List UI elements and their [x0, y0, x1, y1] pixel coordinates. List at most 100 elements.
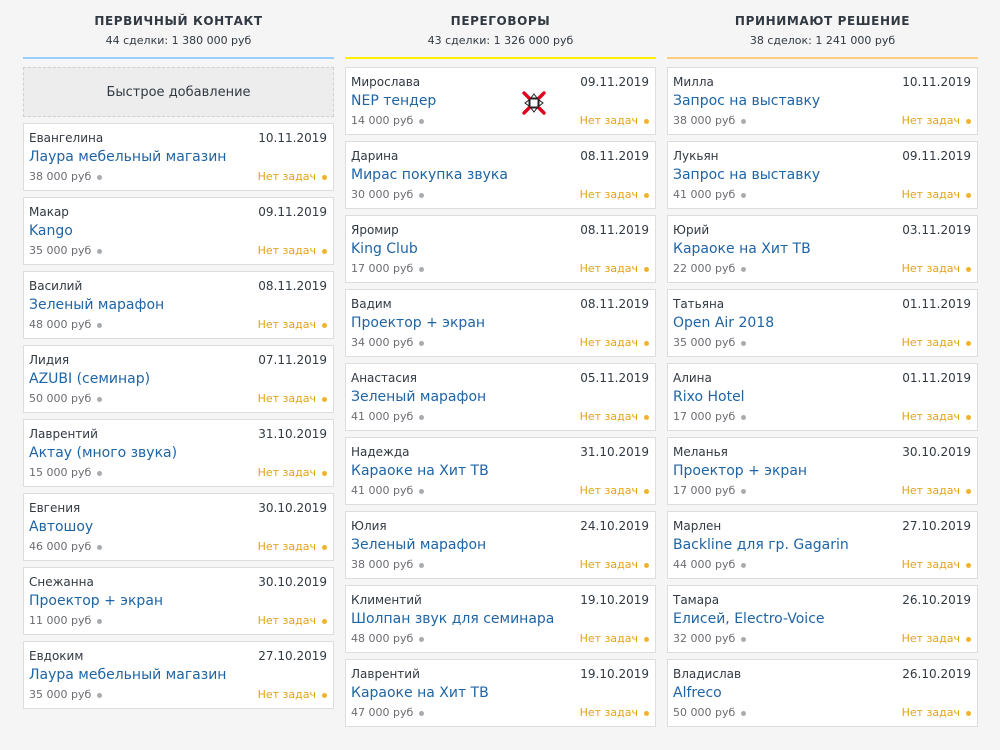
- deal-card[interactable]: Яромир 08.11.2019 King Club 17 000 руб Н…: [345, 215, 656, 283]
- deal-link[interactable]: Лаура мебельный магазин: [29, 149, 227, 165]
- deal-card[interactable]: Евдоким 27.10.2019 Лаура мебельный магаз…: [23, 641, 334, 709]
- deal-link[interactable]: Актау (много звука): [29, 445, 178, 461]
- tasks-status[interactable]: Нет задач: [258, 391, 327, 407]
- deal-card[interactable]: Евангелина 10.11.2019 Лаура мебельный ма…: [23, 123, 334, 191]
- tasks-dot-icon: [322, 470, 327, 476]
- deal-card[interactable]: Лаврентий 19.10.2019 Караоке на Хит ТВ 4…: [345, 659, 656, 727]
- deal-card[interactable]: Тамара 26.10.2019 Елисей, Electro-Voice …: [667, 585, 978, 653]
- deal-link[interactable]: Лаура мебельный магазин: [29, 667, 227, 683]
- deal-price: 38 000 руб: [29, 169, 103, 185]
- tasks-status[interactable]: Нет задач: [258, 243, 327, 259]
- tasks-status-label: Нет задач: [579, 114, 638, 127]
- tasks-status[interactable]: Нет задач: [902, 409, 971, 425]
- column-title: Принимают решение: [734, 14, 911, 28]
- deal-card[interactable]: Мирослава 09.11.2019 NEP тендер 14 000 р…: [345, 67, 656, 135]
- deal-link[interactable]: Елисей, Electro-Voice: [673, 611, 825, 627]
- deal-card[interactable]: Лаврентий 31.10.2019 Актау (много звука)…: [23, 419, 334, 487]
- column-title: Переговоры: [450, 14, 551, 28]
- deal-link[interactable]: Караоке на Хит ТВ: [673, 241, 811, 257]
- tasks-status[interactable]: Нет задач: [580, 261, 649, 277]
- deal-card[interactable]: Лукьян 09.11.2019 Запрос на выставку 41 …: [667, 141, 978, 209]
- quick-add-button[interactable]: Быстрое добавление: [23, 67, 334, 117]
- deal-link[interactable]: Зеленый марафон: [351, 389, 487, 405]
- deal-link[interactable]: Запрос на выставку: [673, 167, 821, 183]
- deal-link[interactable]: Мирас покупка звука: [351, 167, 508, 183]
- deal-link[interactable]: Караоке на Хит ТВ: [351, 463, 489, 479]
- tasks-status[interactable]: Нет задач: [902, 631, 971, 647]
- tasks-status[interactable]: Нет задач: [258, 169, 327, 185]
- deal-link[interactable]: Караоке на Хит ТВ: [351, 685, 489, 701]
- deal-card[interactable]: Юлия 24.10.2019 Зеленый марафон 38 000 р…: [345, 511, 656, 579]
- tasks-status[interactable]: Нет задач: [580, 335, 649, 351]
- tasks-status[interactable]: Нет задач: [902, 335, 971, 351]
- tasks-status[interactable]: Нет задач: [258, 317, 327, 333]
- tasks-status[interactable]: Нет задач: [902, 187, 971, 203]
- deal-card[interactable]: Алина 01.11.2019 Rixo Hotel 17 000 руб Н…: [667, 363, 978, 431]
- tasks-status[interactable]: Нет задач: [580, 631, 649, 647]
- tasks-status[interactable]: Нет задач: [902, 261, 971, 277]
- tasks-status[interactable]: Нет задач: [258, 539, 327, 555]
- card-list: Милла 10.11.2019 Запрос на выставку 38 0…: [667, 67, 978, 733]
- deal-date: 10.11.2019: [902, 75, 971, 89]
- deal-card[interactable]: Меланья 30.10.2019 Проектор + экран 17 0…: [667, 437, 978, 505]
- deal-card[interactable]: Владислав 26.10.2019 Alfreco 50 000 руб …: [667, 659, 978, 727]
- deal-link[interactable]: Запрос на выставку: [673, 93, 821, 109]
- deal-link[interactable]: Зеленый марафон: [351, 537, 487, 553]
- deal-link[interactable]: Проектор + экран: [673, 463, 808, 479]
- column-negotiations: Переговоры 43 сделки: 1 326 000 руб Миро…: [345, 0, 656, 750]
- tasks-status[interactable]: Нет задач: [580, 483, 649, 499]
- tasks-status[interactable]: Нет задач: [902, 557, 971, 573]
- deal-card[interactable]: Макар 09.11.2019 Kango 35 000 руб Нет за…: [23, 197, 334, 265]
- deal-card[interactable]: Анастасия 05.11.2019 Зеленый марафон 41 …: [345, 363, 656, 431]
- tasks-status[interactable]: Нет задач: [580, 113, 649, 129]
- deal-card[interactable]: Милла 10.11.2019 Запрос на выставку 38 0…: [667, 67, 978, 135]
- deal-link[interactable]: Шолпан звук для семинара: [351, 611, 555, 627]
- card-header: Василий 08.11.2019: [29, 278, 327, 294]
- tasks-status[interactable]: Нет задач: [258, 613, 327, 629]
- tasks-status[interactable]: Нет задач: [902, 483, 971, 499]
- card-header: Яромир 08.11.2019: [351, 222, 649, 238]
- card-footer: 48 000 руб Нет задач: [29, 317, 327, 333]
- deal-link[interactable]: Зеленый марафон: [29, 297, 165, 313]
- tasks-status[interactable]: Нет задач: [258, 465, 327, 481]
- tasks-status[interactable]: Нет задач: [580, 557, 649, 573]
- tasks-status[interactable]: Нет задач: [902, 705, 971, 721]
- deal-link[interactable]: Alfreco: [673, 685, 722, 701]
- deal-link[interactable]: AZUBI (семинар): [29, 371, 151, 387]
- deal-link[interactable]: Open Air 2018: [673, 315, 775, 331]
- deal-card[interactable]: Снежанна 30.10.2019 Проектор + экран 11 …: [23, 567, 334, 635]
- tasks-status[interactable]: Нет задач: [580, 409, 649, 425]
- deal-card[interactable]: Евгения 30.10.2019 Автошоу 46 000 руб Не…: [23, 493, 334, 561]
- deal-link[interactable]: Rixo Hotel: [673, 389, 745, 405]
- tasks-status-label: Нет задач: [579, 706, 638, 719]
- deal-card[interactable]: Марлен 27.10.2019 Backline для гр. Gagar…: [667, 511, 978, 579]
- deal-price-value: 17 000 руб: [673, 410, 736, 423]
- deal-price: 32 000 руб: [673, 631, 747, 647]
- deal-link[interactable]: Проектор + экран: [29, 593, 164, 609]
- deal-link[interactable]: Backline для гр. Gagarin: [673, 537, 849, 553]
- deal-card[interactable]: Климентий 19.10.2019 Шолпан звук для сем…: [345, 585, 656, 653]
- deal-card[interactable]: Татьяна 01.11.2019 Open Air 2018 35 000 …: [667, 289, 978, 357]
- deal-card[interactable]: Надежда 31.10.2019 Караоке на Хит ТВ 41 …: [345, 437, 656, 505]
- tasks-status[interactable]: Нет задач: [580, 705, 649, 721]
- deal-link[interactable]: King Club: [351, 241, 418, 257]
- deal-link[interactable]: NEP тендер: [351, 93, 437, 109]
- deal-card[interactable]: Вадим 08.11.2019 Проектор + экран 34 000…: [345, 289, 656, 357]
- deal-card[interactable]: Дарина 08.11.2019 Мирас покупка звука 30…: [345, 141, 656, 209]
- deal-link[interactable]: Проектор + экран: [351, 315, 486, 331]
- price-dot-icon: [97, 174, 103, 180]
- deal-card[interactable]: Лидия 07.11.2019 AZUBI (семинар) 50 000 …: [23, 345, 334, 413]
- deal-link[interactable]: Автошоу: [29, 519, 94, 535]
- tasks-status[interactable]: Нет задач: [902, 113, 971, 129]
- tasks-status[interactable]: Нет задач: [580, 187, 649, 203]
- deal-price: 48 000 руб: [29, 317, 103, 333]
- tasks-dot-icon: [322, 618, 327, 624]
- deal-link[interactable]: Kango: [29, 223, 73, 239]
- tasks-status[interactable]: Нет задач: [258, 687, 327, 703]
- deal-card[interactable]: Василий 08.11.2019 Зеленый марафон 48 00…: [23, 271, 334, 339]
- deal-card[interactable]: Юрий 03.11.2019 Караоке на Хит ТВ 22 000…: [667, 215, 978, 283]
- contact-name: Вадим: [351, 297, 392, 311]
- contact-name: Владислав: [673, 667, 742, 681]
- deal-date: 26.10.2019: [902, 593, 971, 607]
- deal-price: 41 000 руб: [351, 409, 425, 425]
